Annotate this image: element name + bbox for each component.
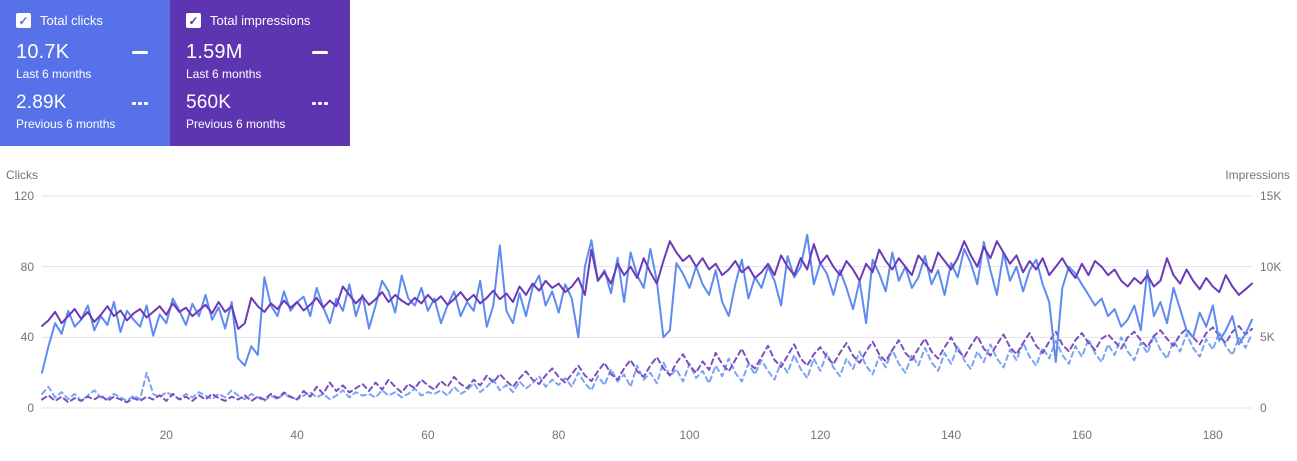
solid-line-legend-icon [132,51,148,54]
right-axis-tick-label: 10K [1260,259,1282,274]
total-impressions-label: Total impressions [210,13,311,28]
dashed-line-legend-icon [312,101,328,105]
x-axis-tick-label: 160 [1071,428,1092,442]
total-clicks-previous-value: 2.89K [16,92,67,113]
total-clicks-current-value: 10.7K [16,41,70,63]
x-axis-tick-label: 80 [552,428,566,442]
right-axis-tick-label: 0 [1260,401,1267,415]
left-axis-tick-label: 120 [13,189,34,203]
right-axis-tick-label: 15K [1260,189,1282,203]
total-clicks-checkbox[interactable]: ✓ [16,13,31,28]
total-clicks-previous-caption: Previous 6 months [16,117,116,131]
series-line-solid [41,240,1253,330]
total-clicks-current-caption: Last 6 months [16,67,92,81]
x-axis-tick-label: 120 [810,428,831,442]
x-axis-tick-label: 60 [421,428,435,442]
total-impressions-previous-value: 560K [186,92,232,113]
right-axis-tick-label: 5K [1260,330,1275,345]
checkmark-icon: ✓ [18,13,29,28]
x-axis-tick-label: 40 [290,428,304,442]
total-impressions-checkbox[interactable]: ✓ [186,13,201,28]
total-clicks-label: Total clicks [40,13,103,28]
x-axis-tick-label: 140 [941,428,962,442]
right-axis-title: Impressions [1225,168,1290,182]
series-line-dashed [41,325,1253,404]
left-axis-tick-label: 40 [20,330,34,345]
total-clicks-card[interactable]: ✓ Total clicks 10.7K Last 6 months 2.89K… [0,0,170,146]
total-impressions-current-caption: Last 6 months [186,67,262,81]
left-axis-tick-label: 0 [27,401,34,415]
x-axis-tick-label: 100 [679,428,700,442]
dashed-line-legend-icon [132,101,148,105]
x-axis-tick-label: 20 [159,428,173,442]
total-impressions-card[interactable]: ✓ Total impressions 1.59M Last 6 months … [170,0,350,146]
left-axis-title: Clicks [6,168,38,182]
total-impressions-previous-caption: Previous 6 months [186,117,286,131]
series-line-dashed [41,331,1253,402]
checkmark-icon: ✓ [188,13,199,28]
total-impressions-current-value: 1.59M [186,41,243,63]
series-line-solid [41,233,1253,374]
x-axis-tick-label: 180 [1202,428,1223,442]
left-axis-tick-label: 80 [20,259,34,274]
solid-line-legend-icon [312,51,328,54]
